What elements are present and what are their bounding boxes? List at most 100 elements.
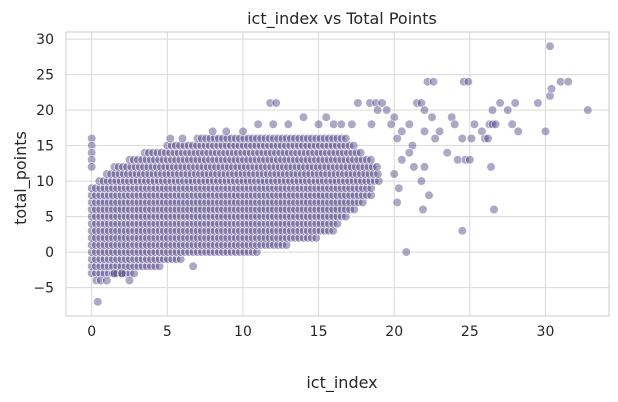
data-point: [513, 126, 523, 136]
x-tick-label: 5: [163, 324, 172, 340]
data-point: [427, 112, 437, 122]
y-tick-label: 10: [36, 174, 54, 190]
data-point: [377, 98, 387, 108]
data-point: [109, 268, 119, 279]
data-point: [466, 133, 477, 144]
data-point: [457, 133, 467, 144]
data-point: [177, 133, 188, 144]
data-point: [404, 148, 414, 158]
data-point: [404, 119, 414, 129]
data-point: [583, 105, 593, 115]
x-tick-label: 20: [385, 324, 403, 340]
data-point: [271, 98, 281, 108]
data-point: [129, 268, 139, 279]
data-point: [154, 261, 165, 271]
data-point: [332, 219, 342, 229]
data-point: [416, 176, 427, 186]
data-point: [347, 119, 357, 129]
x-axis-label: ict_index: [306, 373, 377, 393]
data-point: [419, 105, 430, 115]
data-point: [389, 112, 399, 122]
data-point: [487, 105, 498, 115]
data-point: [503, 105, 513, 115]
data-point: [435, 126, 445, 136]
data-point: [366, 119, 377, 129]
data-point: [321, 112, 331, 122]
data-point: [87, 133, 97, 144]
data-point: [87, 141, 97, 151]
data-point: [349, 141, 359, 151]
data-point: [450, 119, 460, 129]
x-tick-label: 30: [537, 324, 555, 340]
y-tick-label: 15: [36, 139, 54, 155]
y-tick-label: 0: [45, 245, 54, 261]
data-point: [188, 261, 198, 271]
data-point: [430, 133, 440, 144]
data-point: [407, 141, 418, 151]
data-point: [208, 126, 218, 136]
data-point: [268, 119, 278, 129]
data-point: [545, 91, 555, 101]
data-point: [389, 169, 399, 179]
data-point: [563, 77, 573, 87]
data-point: [336, 119, 346, 129]
data-point: [93, 297, 103, 307]
x-tick-label: 10: [234, 324, 252, 340]
data-point: [314, 119, 324, 129]
data-point: [349, 204, 359, 215]
data-point: [382, 105, 392, 115]
data-point: [283, 119, 293, 129]
data-point: [409, 162, 419, 172]
y-tick-label: 30: [36, 32, 54, 48]
plot-frame: [65, 31, 610, 317]
data-point: [386, 119, 396, 129]
data-point: [419, 162, 430, 172]
y-tick-label: 5: [45, 210, 54, 226]
x-tick-label: 25: [461, 324, 479, 340]
data-point: [329, 119, 339, 129]
data-point: [397, 155, 407, 165]
data-point: [447, 112, 457, 122]
data-point: [124, 275, 135, 286]
data-point: [477, 126, 487, 136]
data-point: [489, 204, 499, 215]
data-point: [507, 119, 517, 129]
x-tick-label: 0: [87, 324, 96, 340]
data-point: [469, 119, 480, 129]
data-point: [465, 155, 475, 165]
chart-title: ict_index vs Total Points: [247, 9, 437, 29]
data-point: [453, 155, 463, 165]
data-point: [555, 77, 566, 87]
data-point: [353, 98, 363, 108]
data-point: [341, 133, 351, 144]
data-point: [117, 268, 127, 279]
data-point: [424, 190, 434, 200]
data-point: [298, 112, 309, 122]
data-point: [356, 148, 366, 158]
data-point: [487, 119, 498, 129]
data-point: [495, 98, 505, 108]
data-point: [366, 155, 376, 165]
data-points: [87, 41, 593, 307]
data-point: [463, 77, 473, 87]
data-point: [341, 212, 351, 222]
data-point: [486, 162, 496, 172]
y-tick-labels: −5 0 5 10 15 20 25 30: [33, 32, 54, 297]
data-point: [102, 275, 112, 286]
data-point: [311, 233, 321, 243]
x-tick-label: 15: [310, 324, 328, 340]
data-point: [416, 98, 427, 108]
data-point: [545, 41, 555, 51]
data-point: [373, 105, 383, 115]
data-point: [373, 169, 383, 179]
data-point: [281, 240, 292, 250]
data-point: [221, 126, 231, 136]
data-point: [480, 133, 490, 144]
data-point: [252, 247, 262, 257]
data-point: [428, 77, 439, 87]
data-point: [392, 133, 402, 144]
data-point: [176, 254, 186, 264]
data-point: [87, 155, 97, 165]
